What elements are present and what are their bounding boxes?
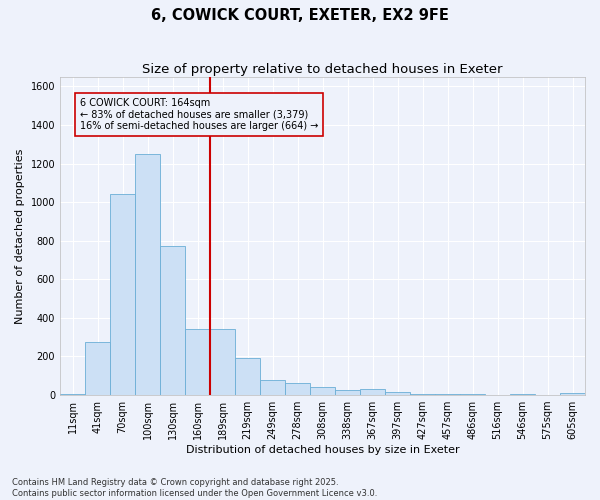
Text: Contains HM Land Registry data © Crown copyright and database right 2025.
Contai: Contains HM Land Registry data © Crown c… bbox=[12, 478, 377, 498]
Bar bbox=[60, 394, 85, 395]
Bar bbox=[210, 330, 235, 395]
Bar bbox=[360, 390, 385, 395]
Bar bbox=[285, 382, 310, 395]
Bar bbox=[385, 392, 410, 395]
Bar bbox=[510, 394, 535, 395]
Text: 6, COWICK COURT, EXETER, EX2 9FE: 6, COWICK COURT, EXETER, EX2 9FE bbox=[151, 8, 449, 22]
Bar bbox=[335, 390, 360, 395]
Bar bbox=[235, 358, 260, 395]
Bar bbox=[85, 342, 110, 395]
Bar bbox=[310, 388, 335, 395]
Bar bbox=[135, 154, 160, 395]
Text: 6 COWICK COURT: 164sqm
← 83% of detached houses are smaller (3,379)
16% of semi-: 6 COWICK COURT: 164sqm ← 83% of detached… bbox=[80, 98, 319, 131]
Title: Size of property relative to detached houses in Exeter: Size of property relative to detached ho… bbox=[142, 62, 503, 76]
Y-axis label: Number of detached properties: Number of detached properties bbox=[15, 148, 25, 324]
Bar bbox=[410, 394, 435, 395]
Bar bbox=[435, 394, 460, 395]
Bar bbox=[260, 380, 285, 395]
Bar bbox=[185, 330, 210, 395]
Bar bbox=[160, 246, 185, 395]
Bar bbox=[560, 393, 585, 395]
X-axis label: Distribution of detached houses by size in Exeter: Distribution of detached houses by size … bbox=[186, 445, 460, 455]
Bar bbox=[110, 194, 135, 395]
Bar bbox=[460, 394, 485, 395]
